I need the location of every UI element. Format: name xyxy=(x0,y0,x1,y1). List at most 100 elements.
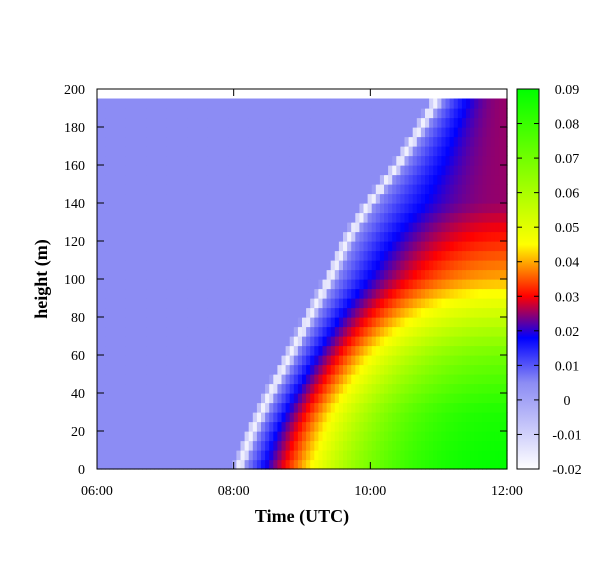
heatmap-cell xyxy=(449,117,455,128)
heatmap-cell xyxy=(248,288,254,299)
heatmap-cell xyxy=(211,165,217,176)
heatmap-cell xyxy=(203,241,209,252)
heatmap-cell xyxy=(334,260,340,271)
heatmap-cell xyxy=(174,364,180,375)
heatmap-cell xyxy=(314,317,319,328)
heatmap-cell xyxy=(326,146,332,157)
heatmap-cell xyxy=(416,459,422,470)
heatmap-cell xyxy=(449,402,455,413)
heatmap-cell xyxy=(248,212,254,223)
heatmap-cell xyxy=(363,412,369,423)
heatmap-cell xyxy=(273,241,278,252)
heatmap-cell xyxy=(252,421,258,432)
heatmap-cell xyxy=(273,193,278,204)
heatmap-cell xyxy=(490,241,496,252)
heatmap-cell xyxy=(146,317,151,328)
heatmap-cell xyxy=(150,431,155,442)
heatmap-cell xyxy=(420,98,426,109)
heatmap-cell xyxy=(498,260,504,271)
heatmap-cell xyxy=(314,222,319,233)
heatmap-cell xyxy=(195,288,201,299)
heatmap-cell xyxy=(162,459,168,470)
heatmap-cell xyxy=(408,269,414,280)
heatmap-cell xyxy=(412,431,418,442)
heatmap-cell xyxy=(265,250,270,261)
heatmap-cell xyxy=(179,431,184,442)
heatmap-cell xyxy=(133,269,139,280)
heatmap-cell xyxy=(207,450,213,461)
heatmap-cell xyxy=(396,431,401,442)
heatmap-cell xyxy=(281,326,287,337)
heatmap-cell xyxy=(449,345,455,356)
heatmap-cell xyxy=(498,288,504,299)
heatmap-cell xyxy=(244,117,250,128)
heatmap-cell xyxy=(310,241,315,252)
heatmap-cell xyxy=(461,317,467,328)
heatmap-cell xyxy=(347,288,352,299)
heatmap-cell xyxy=(343,250,348,261)
heatmap-cell xyxy=(125,402,131,413)
heatmap-cell xyxy=(187,355,192,366)
heatmap-cell xyxy=(285,269,291,280)
heatmap-cell xyxy=(125,108,131,119)
heatmap-cell xyxy=(150,298,155,309)
heatmap-cell xyxy=(318,336,324,347)
heatmap-cell xyxy=(437,146,442,157)
heatmap-cell xyxy=(400,165,406,176)
heatmap-cell xyxy=(392,260,397,271)
heatmap-cell xyxy=(408,288,414,299)
heatmap-cell xyxy=(441,184,447,195)
heatmap-cell xyxy=(133,98,139,109)
heatmap-cell xyxy=(453,155,459,166)
heatmap-cell xyxy=(117,402,123,413)
heatmap-cell xyxy=(498,98,504,109)
heatmap-cell xyxy=(170,364,176,375)
heatmap-cell xyxy=(203,260,209,271)
heatmap-cell xyxy=(232,108,237,119)
heatmap-cell xyxy=(326,326,332,337)
heatmap-cell xyxy=(502,136,508,147)
heatmap-cell xyxy=(498,412,504,423)
heatmap-cell xyxy=(420,108,426,119)
heatmap-cell xyxy=(113,336,119,347)
heatmap-cell xyxy=(322,98,328,109)
heatmap-cell xyxy=(314,431,319,442)
heatmap-cell xyxy=(289,336,295,347)
heatmap-cell xyxy=(142,288,147,299)
heatmap-cell xyxy=(347,421,352,432)
heatmap-cell xyxy=(191,336,196,347)
heatmap-cell xyxy=(494,108,500,119)
heatmap-cell xyxy=(203,459,209,470)
heatmap-cell xyxy=(285,326,291,337)
heatmap-cell xyxy=(486,459,492,470)
heatmap-cell xyxy=(285,212,291,223)
heatmap-cell xyxy=(420,421,426,432)
heatmap-cell xyxy=(400,279,406,290)
heatmap-cell xyxy=(220,345,225,356)
heatmap-cell xyxy=(133,136,139,147)
heatmap-cell xyxy=(404,146,410,157)
heatmap-cell xyxy=(420,222,426,233)
heatmap-cell xyxy=(379,250,385,261)
heatmap-cell xyxy=(179,269,184,280)
heatmap-cell xyxy=(466,241,471,252)
heatmap-cell xyxy=(105,241,110,252)
heatmap-cell xyxy=(425,165,430,176)
heatmap-cell xyxy=(318,355,324,366)
heatmap-cell xyxy=(478,184,483,195)
heatmap-cell xyxy=(367,431,373,442)
heatmap-cell xyxy=(355,269,360,280)
heatmap-cell xyxy=(330,184,336,195)
heatmap-cell xyxy=(461,260,467,271)
heatmap-cell xyxy=(486,193,492,204)
heatmap-cell xyxy=(445,412,451,423)
heatmap-cell xyxy=(289,203,295,214)
heatmap-cell xyxy=(441,307,447,318)
heatmap-cell xyxy=(314,241,319,252)
heatmap-cell xyxy=(400,459,406,470)
heatmap-cell xyxy=(314,155,319,166)
heatmap-cell xyxy=(191,127,196,138)
heatmap-cell xyxy=(433,98,438,109)
heatmap-cell xyxy=(232,117,237,128)
heatmap-cell xyxy=(486,212,492,223)
